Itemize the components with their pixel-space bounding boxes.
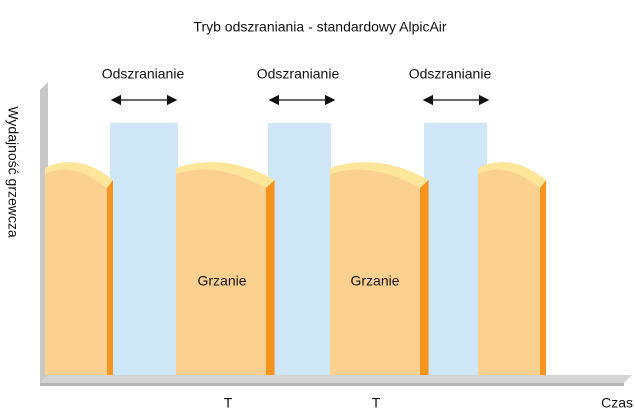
- x-axis: [40, 375, 632, 383]
- defrost-label: Odszranianie: [257, 66, 340, 82]
- heating-label: Grzanie: [350, 273, 399, 289]
- heating-block: [176, 162, 275, 375]
- period-label: T: [372, 395, 381, 411]
- y-axis-label: Wydajność grzewcza: [5, 106, 21, 238]
- heating-block: [330, 162, 429, 375]
- period-label: T: [224, 395, 233, 411]
- defrost-label: Odszranianie: [102, 66, 185, 82]
- heating-block: [478, 162, 546, 375]
- title: Tryb odszraniania - standardowy AlpicAir: [193, 19, 446, 35]
- x-axis-label: Czas: [601, 395, 633, 411]
- defrost-block: [110, 123, 178, 375]
- defrost-block: [424, 123, 487, 375]
- defrost-block: [268, 123, 331, 375]
- heating-label: Grzanie: [197, 273, 246, 289]
- defrost-label: Odszranianie: [409, 66, 492, 82]
- heating-block: [45, 162, 113, 375]
- x-axis-edge: [40, 383, 624, 386]
